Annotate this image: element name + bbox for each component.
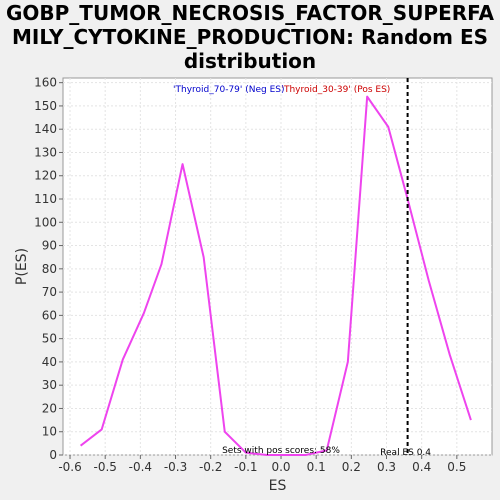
real-es-annotation: Real ES 0.4: [380, 448, 431, 458]
y-tick-label: 20: [42, 401, 57, 415]
x-axis-ticks: -0.6 -0.5 -0.4 -0.3 -0.2 -0.1 0.0 0.1 0.2 0.3 0.4 0…: [58, 455, 466, 474]
y-tick-label: 10: [42, 425, 57, 439]
x-tick-label: 0.2: [342, 460, 361, 474]
y-tick-label: 160: [34, 76, 57, 90]
x-tick-label: -0.5: [93, 460, 116, 474]
x-tick-label: -0.1: [234, 460, 257, 474]
chart-title-line-2: MILY_CYTOKINE_PRODUCTION: Random ES: [12, 25, 488, 49]
x-tick-label: -0.4: [129, 460, 152, 474]
y-tick-label: 60: [42, 308, 57, 322]
y-tick-label: 150: [34, 99, 57, 113]
x-tick-label: -0.6: [58, 460, 81, 474]
y-axis-ticks: 0 10 20 30 40 50 60 70 80 90 100 110 120 130 140 150 160: [34, 76, 63, 462]
x-tick-label: -0.3: [164, 460, 187, 474]
y-tick-label: 110: [34, 192, 57, 206]
y-axis-label: P(ES): [14, 248, 30, 285]
x-tick-label: -0.2: [199, 460, 222, 474]
x-tick-label: 0.5: [447, 460, 466, 474]
plot-area: [62, 77, 493, 456]
legend-pos-label: 'Thyroid_30-39' (Pos ES): [282, 85, 391, 95]
legend-neg-label: 'Thyroid_70-79' (Neg ES): [173, 85, 284, 95]
y-tick-label: 100: [34, 215, 57, 229]
series-line: [79, 95, 472, 456]
y-tick-label: 120: [34, 169, 57, 183]
y-tick-label: 140: [34, 122, 57, 136]
x-axis-label: ES: [269, 478, 287, 494]
y-tick-label: 80: [42, 262, 57, 276]
series-layer: [79, 95, 472, 456]
y-tick-label: 0: [49, 448, 57, 462]
y-tick-label: 40: [42, 355, 57, 369]
x-tick-label: 0.4: [412, 460, 431, 474]
x-tick-label: 0.0: [271, 460, 290, 474]
pos-scores-annotation: Sets with pos scores: 58%: [222, 446, 340, 456]
chart-title-line-3: distribution: [184, 49, 316, 73]
y-tick-label: 70: [42, 285, 57, 299]
x-tick-label: 0.1: [307, 460, 326, 474]
chart-title-line-1: GOBP_TUMOR_NECROSIS_FACTOR_SUPERFA: [6, 1, 495, 25]
y-tick-label: 130: [34, 145, 57, 159]
x-tick-label: 0.3: [377, 460, 396, 474]
y-tick-label: 90: [42, 239, 57, 253]
y-tick-label: 50: [42, 332, 57, 346]
y-tick-label: 30: [42, 378, 57, 392]
